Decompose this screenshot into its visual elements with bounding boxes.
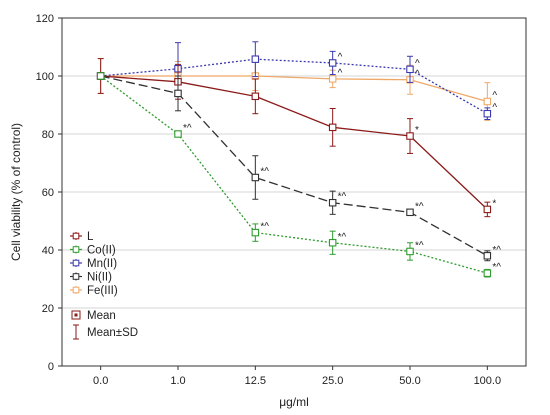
significance-label: * — [492, 198, 496, 209]
significance-label: *^ — [260, 167, 269, 178]
legend-mean-label: Mean — [87, 310, 116, 322]
significance-label: ^ — [492, 91, 497, 102]
legend-item: Fe(III) — [70, 285, 118, 297]
y-tick-label: 80 — [42, 129, 54, 141]
data-point — [406, 65, 414, 74]
legend-item: Mn(II) — [70, 258, 117, 270]
data-point — [483, 269, 492, 277]
legend-mean: Mean — [71, 310, 116, 322]
data-point — [483, 97, 492, 106]
significance-label: *^ — [415, 240, 424, 251]
series-layer: ^ ^^^^^***^*^*^*^*^*^*^*^*^ — [96, 41, 501, 278]
legend-item: L — [70, 231, 94, 243]
significance-label: *^ — [492, 245, 501, 256]
legend-label: Ni(II) — [87, 272, 112, 284]
legend-marker — [72, 246, 80, 253]
legend-marker — [72, 286, 80, 294]
data-point — [328, 75, 337, 83]
legend-marker — [72, 273, 80, 280]
series-fe-iii: ^ ^^ — [96, 58, 497, 121]
significance-label: ^ — [338, 68, 343, 79]
x-tick-label: 0.0 — [93, 375, 108, 387]
data-point — [251, 228, 260, 237]
x-tick-label: 25.0 — [322, 375, 343, 387]
data-point — [328, 198, 337, 207]
series-line — [100, 75, 488, 210]
y-axis-title: Cell viability (% of control) — [9, 123, 23, 261]
significance-label: * — [415, 125, 419, 136]
series-co-ii: *^*^*^*^*^ — [96, 72, 501, 278]
legend-sd-label: Mean±SD — [87, 327, 138, 339]
x-axis-ticks: 0.0 1.0 12.5 25.0 50.0 100.0 — [93, 366, 501, 387]
significance-label: ^ — [338, 52, 343, 63]
data-point — [406, 208, 414, 217]
legend-item: Ni(II) — [70, 272, 112, 284]
data-point — [328, 239, 337, 247]
y-tick-label: 120 — [36, 13, 54, 25]
gridlines — [62, 75, 526, 309]
series-ni-ii: *^*^*^*^ — [96, 72, 501, 262]
data-point — [406, 247, 414, 256]
y-tick-label: 0 — [48, 361, 54, 373]
legend: L Co(II)Mn(II) Ni(II)Fe(III) Mean Mean±SD — [70, 231, 138, 340]
series-l: ** — [96, 58, 496, 218]
series-line — [100, 75, 488, 257]
series-line — [100, 75, 488, 274]
x-axis-title: μg/ml — [279, 395, 309, 409]
data-point — [483, 252, 492, 260]
x-tick-label: 1.0 — [170, 375, 185, 387]
x-tick-label: 50.0 — [399, 375, 420, 387]
significance-label: *^ — [183, 123, 192, 134]
significance-label: ^ — [415, 69, 420, 80]
data-point — [251, 55, 260, 63]
data-point — [406, 132, 414, 140]
significance-label: *^ — [492, 262, 501, 273]
legend-mean-dot — [74, 313, 78, 317]
y-tick-label: 100 — [36, 71, 54, 83]
significance-label: ^ — [415, 58, 420, 69]
data-point — [96, 72, 105, 80]
legend-marker — [72, 232, 80, 240]
data-point — [174, 130, 182, 138]
y-tick-label: 60 — [42, 187, 54, 199]
data-point — [483, 205, 492, 214]
data-point — [328, 59, 337, 67]
data-point — [251, 173, 260, 182]
legend-label: L — [87, 231, 94, 243]
data-point — [328, 123, 337, 132]
x-tick-label: 12.5 — [245, 375, 266, 387]
significance-label: ^ — [492, 103, 497, 114]
y-axis-ticks: 0 20 40 60 80 100 120 — [36, 13, 62, 373]
data-point — [251, 92, 260, 101]
legend-item: Co(II) — [70, 245, 116, 257]
legend-marker — [72, 259, 80, 267]
significance-label: *^ — [338, 232, 347, 243]
x-tick-label: 100.0 — [474, 375, 502, 387]
data-point — [483, 109, 492, 118]
series-line — [100, 58, 488, 115]
y-tick-label: 20 — [42, 303, 54, 315]
data-point — [174, 89, 182, 98]
y-tick-label: 40 — [42, 245, 54, 257]
legend-label: Fe(III) — [87, 285, 118, 297]
legend-label: Co(II) — [87, 245, 116, 257]
significance-label: *^ — [415, 201, 424, 212]
legend-label: Mn(II) — [87, 258, 117, 270]
series-line — [100, 75, 488, 103]
significance-label: *^ — [338, 192, 347, 203]
significance-label: *^ — [260, 222, 269, 233]
legend-sd: Mean±SD — [73, 324, 138, 340]
